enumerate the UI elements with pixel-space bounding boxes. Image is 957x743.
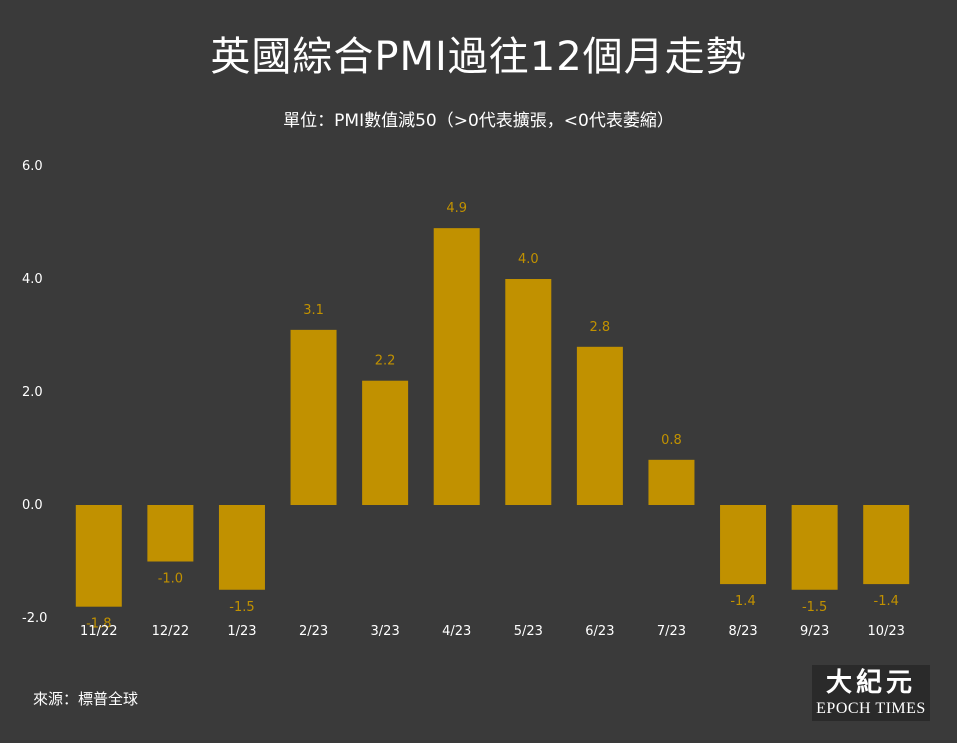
x-tick-label: 1/23 [227,624,256,639]
bars [75,228,910,607]
bar [576,346,623,505]
bar [75,505,122,607]
bar [147,505,194,562]
y-tick-label: -2.0 [22,611,47,626]
bar [720,505,767,585]
bar-value-label: 4.0 [518,252,539,267]
bar [433,228,480,505]
bar-value-label: 4.9 [446,201,467,216]
bar-value-label: 2.2 [375,354,396,369]
bar-value-label: 2.8 [590,320,611,335]
bar-value-label: -1.0 [158,572,183,587]
y-tick-label: 0.0 [22,498,43,513]
source-note: 來源：標普全球 [33,690,139,708]
bar [791,505,838,590]
logo-chinese-text: 大紀元 [825,668,916,698]
x-tick-label: 5/23 [514,624,543,639]
chart-subtitle: 單位：PMI數值減50（>0代表擴張，<0代表萎縮） [283,111,674,131]
x-axis: 11/22 12/22 1/23 2/23 3/23 4/23 5/23 6/23 7/23 8/… [80,624,905,639]
x-tick-label: 4/23 [442,624,471,639]
x-tick-label: 11/22 [80,624,117,639]
y-axis: -2.0 0.0 2.0 4.0 6.0 [22,159,47,626]
bar [863,505,910,585]
bar [362,380,409,505]
x-tick-label: 2/23 [299,624,328,639]
logo-english-text: EPOCH TIMES [816,700,926,717]
x-tick-label: 8/23 [728,624,757,639]
x-tick-label: 9/23 [800,624,829,639]
bar-value-label: -1.5 [802,600,827,615]
bar-value-label: -1.5 [229,600,254,615]
bar-value-label: 3.1 [303,303,324,318]
value-labels: -1.8 -1.0 -1.5 3.1 2.2 4.9 4.0 2.8 0.8 -1.4 -1.5 -1… [86,201,899,632]
bar-value-label: -1.8 [86,617,111,632]
bar [218,505,265,590]
y-tick-label: 6.0 [22,159,43,174]
bar [648,459,695,505]
y-tick-label: 2.0 [22,385,43,400]
chart-title: 英國綜合PMI過往12個月走勢 [210,34,747,80]
x-tick-label: 10/23 [867,624,904,639]
bar-value-label: -1.4 [730,594,755,609]
x-tick-label: 12/22 [152,624,189,639]
bar-value-label: -1.4 [874,594,899,609]
epoch-times-logo: 大紀元 EPOCH TIMES [812,665,930,721]
x-tick-label: 3/23 [371,624,400,639]
x-tick-label: 7/23 [657,624,686,639]
x-tick-label: 6/23 [585,624,614,639]
y-tick-label: 4.0 [22,272,43,287]
bar [505,279,552,505]
bar-value-label: 0.8 [661,433,682,448]
bar [290,329,337,505]
